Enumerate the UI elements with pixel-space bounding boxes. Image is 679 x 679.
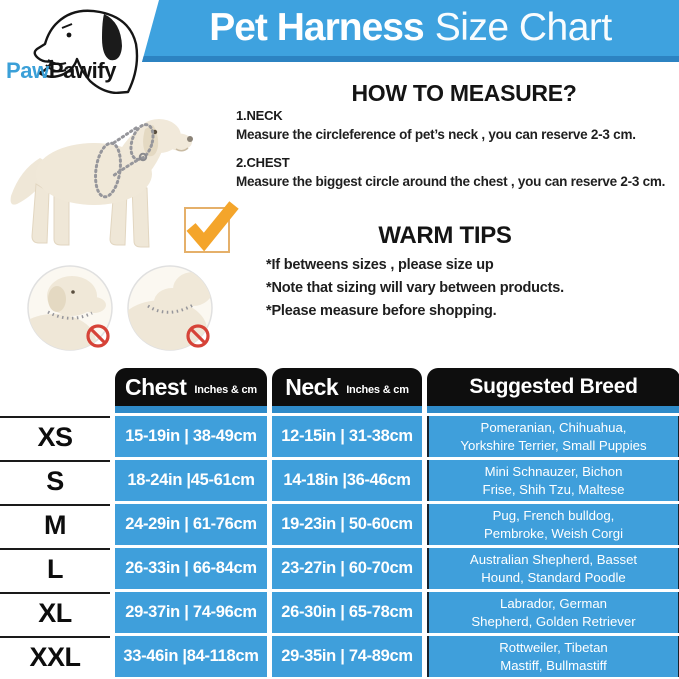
- logo-ear: [102, 14, 122, 61]
- neck-value: 12-15in | 31-38cm: [272, 416, 422, 457]
- chest-column-header: Chest Inches & cm: [115, 368, 267, 413]
- warm-tips-heading: WARM TIPS: [378, 222, 512, 249]
- breed-value: Australian Shepherd, Basset Hound, Stand…: [427, 548, 679, 589]
- prohibition-icon: [86, 324, 110, 348]
- neck-value: 23-27in | 60-70cm: [272, 548, 422, 589]
- breed-header-title: Suggested Breed: [469, 375, 638, 398]
- chest-value: 24-29in | 61-76cm: [115, 504, 267, 545]
- warm-tip: *If betweens sizes , please size up: [266, 257, 494, 273]
- neck-value: 26-30in | 65-78cm: [272, 592, 422, 633]
- breed-value: Mini Schnauzer, Bichon Frise, Shih Tzu, …: [427, 460, 679, 501]
- size-label: XXL: [0, 636, 110, 677]
- harness-chain: [94, 123, 155, 199]
- chest-value: 26-33in | 66-84cm: [115, 548, 267, 589]
- dog-with-harness-illustration: [10, 119, 193, 248]
- header-banner: Pet Harness Size Chart: [142, 0, 679, 62]
- table-corner-spacer: [0, 368, 110, 413]
- neck-column-header: Neck Inches & cm: [272, 368, 422, 413]
- size-label: XS: [0, 416, 110, 457]
- warm-tip: *Note that sizing will vary between prod…: [266, 280, 564, 296]
- chest-value: 29-37in | 74-96cm: [115, 592, 267, 633]
- wrong-fit-chest-inset: [127, 265, 213, 351]
- brand-name-paw: Paw: [6, 58, 49, 83]
- breed-value: Rottweiler, Tibetan Mastiff, Bullmastiff: [427, 636, 679, 677]
- chest-value: 15-19in | 38-49cm: [115, 416, 267, 457]
- neck-value: 14-18in |36-46cm: [272, 460, 422, 501]
- breed-value: Labrador, German Shepherd, Golden Retrie…: [427, 592, 679, 633]
- neck-header-subtitle: Inches & cm: [346, 383, 409, 396]
- breed-column-header: Suggested Breed: [427, 368, 679, 413]
- checkmark-icon: [184, 201, 239, 253]
- page-title-light: Size Chart: [434, 6, 613, 49]
- size-label: M: [0, 504, 110, 545]
- chest-value: 33-46in |84-118cm: [115, 636, 267, 677]
- size-label: S: [0, 460, 110, 501]
- prohibition-icon: [186, 324, 210, 348]
- how-to-measure-heading: HOW TO MEASURE?: [351, 80, 577, 106]
- neck-value: 29-35in | 74-89cm: [272, 636, 422, 677]
- warm-tip: *Please measure before shopping.: [266, 303, 497, 319]
- step-neck-label: 1.NECK: [236, 108, 283, 123]
- breed-value: Pug, French bulldog, Pembroke, Weish Cor…: [427, 504, 679, 545]
- banner-shadow-strip: [142, 56, 679, 62]
- chest-value: 18-24in |45-61cm: [115, 460, 267, 501]
- neck-value: 19-23in | 50-60cm: [272, 504, 422, 545]
- chest-header-title: Chest: [124, 373, 187, 400]
- step-chest-text: Measure the biggest circle around the ch…: [236, 174, 666, 189]
- neck-header-title: Neck: [285, 373, 339, 400]
- page-title-bold: Pet Harness: [209, 6, 424, 49]
- step-chest-label: 2.CHEST: [236, 155, 290, 170]
- brand-name-pawify: Pawify: [48, 58, 117, 83]
- breed-value: Pomeranian, Chihuahua, Yorkshire Terrier…: [427, 416, 679, 457]
- brand-name: PawPawify: [6, 58, 117, 84]
- dog-head-logo-icon: [33, 9, 139, 94]
- wrong-fit-neck-inset: [27, 265, 113, 351]
- page-title: Pet Harness Size Chart: [142, 0, 679, 56]
- chest-header-subtitle: Inches & cm: [194, 383, 257, 396]
- size-chart-table: Chest Inches & cm Neck Inches & cm Sugge…: [0, 368, 679, 677]
- step-neck-text: Measure the circleference of pet’s neck …: [236, 127, 636, 142]
- size-label: XL: [0, 592, 110, 633]
- size-label: L: [0, 548, 110, 589]
- measuring-illustration: [10, 119, 239, 351]
